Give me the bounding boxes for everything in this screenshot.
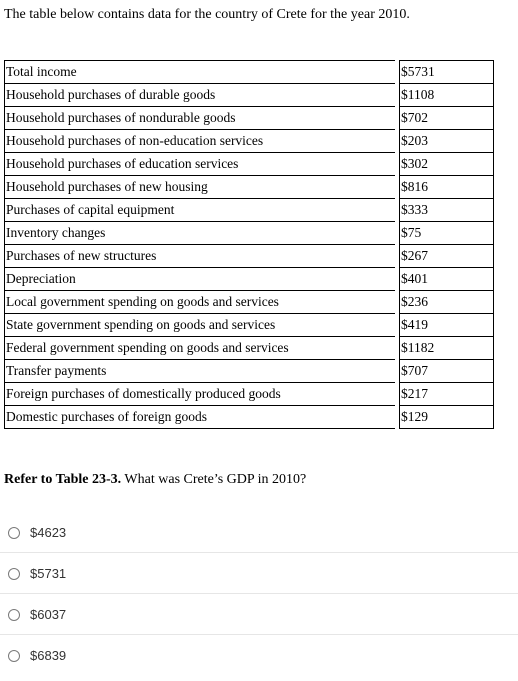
table-row: Household purchases of education service…	[4, 152, 494, 176]
table-row: Local government spending on goods and s…	[4, 290, 494, 314]
table-row: Federal government spending on goods and…	[4, 336, 494, 360]
table-reference: Refer to Table 23-3.	[4, 472, 122, 487]
table-row: Depreciation $401	[4, 267, 494, 291]
row-value: $5731	[399, 60, 494, 84]
row-label: Household purchases of new housing	[4, 175, 395, 199]
radio-button[interactable]	[8, 568, 20, 580]
row-label: Purchases of capital equipment	[4, 198, 395, 222]
table-row: State government spending on goods and s…	[4, 313, 494, 337]
table-row: Purchases of capital equipment $333	[4, 198, 494, 222]
row-value: $1182	[399, 336, 494, 360]
row-value: $816	[399, 175, 494, 199]
option-label[interactable]: $6839	[30, 648, 67, 663]
row-value: $401	[399, 267, 494, 291]
table-body: Total income $5731 Household purchases of …	[4, 60, 494, 429]
table-row: Domestic purchases of foreign goods $129	[4, 405, 494, 429]
row-value: $75	[399, 221, 494, 245]
table-row: Total income $5731	[4, 60, 494, 84]
row-value: $236	[399, 290, 494, 314]
table-row: Household purchases of non-education ser…	[4, 129, 494, 153]
row-label: Domestic purchases of foreign goods	[4, 405, 395, 429]
row-label: Depreciation	[4, 267, 395, 291]
row-label: Local government spending on goods and s…	[4, 290, 395, 314]
table-row: Household purchases of durable goods $110…	[4, 83, 494, 107]
answer-option[interactable]: $5731	[0, 553, 518, 594]
option-label[interactable]: $6037	[30, 607, 67, 622]
option-label[interactable]: $5731	[30, 566, 67, 581]
row-label: Inventory changes	[4, 221, 395, 245]
row-label: Purchases of new structures	[4, 244, 395, 268]
row-label: Household purchases of durable goods	[4, 83, 395, 107]
radio-button[interactable]	[8, 609, 20, 621]
row-value: $1108	[399, 83, 494, 107]
answer-option[interactable]: $4623	[0, 512, 518, 553]
row-value: $302	[399, 152, 494, 176]
table-row: Foreign purchases of domestically produc…	[4, 382, 494, 406]
table-row: Household purchases of new housing $816	[4, 175, 494, 199]
row-value: $267	[399, 244, 494, 268]
row-label: Household purchases of education service…	[4, 152, 395, 176]
data-table: Total income $5731 Household purchases of …	[4, 60, 494, 429]
question-text: Refer to Table 23-3. What was Crete’s GD…	[4, 471, 306, 489]
table-row: Transfer payments $707	[4, 359, 494, 383]
option-label[interactable]: $4623	[30, 525, 67, 540]
row-value: $333	[399, 198, 494, 222]
row-label: Total income	[4, 60, 395, 84]
answer-option[interactable]: $6037	[0, 594, 518, 635]
intro-text: The table below contains data for the co…	[4, 7, 410, 22]
row-label: Household purchases of nondurable goods	[4, 106, 395, 130]
row-value: $707	[399, 359, 494, 383]
row-label: State government spending on goods and s…	[4, 313, 395, 337]
row-label: Transfer payments	[4, 359, 395, 383]
question-prompt: What was Crete’s GDP in 2010?	[121, 472, 307, 487]
row-value: $702	[399, 106, 494, 130]
answer-option[interactable]: $6839	[0, 635, 518, 676]
row-label: Foreign purchases of domestically produc…	[4, 382, 395, 406]
row-value: $217	[399, 382, 494, 406]
answer-options: $4623 $5731 $6037 $6839	[0, 512, 518, 676]
table-row: Purchases of new structures $267	[4, 244, 494, 268]
radio-button[interactable]	[8, 527, 20, 539]
row-value: $203	[399, 129, 494, 153]
row-value: $419	[399, 313, 494, 337]
row-label: Household purchases of non-education ser…	[4, 129, 395, 153]
row-value: $129	[399, 405, 494, 429]
table-row: Inventory changes $75	[4, 221, 494, 245]
table-row: Household purchases of nondurable goods $…	[4, 106, 494, 130]
radio-button[interactable]	[8, 650, 20, 662]
row-label: Federal government spending on goods and…	[4, 336, 395, 360]
